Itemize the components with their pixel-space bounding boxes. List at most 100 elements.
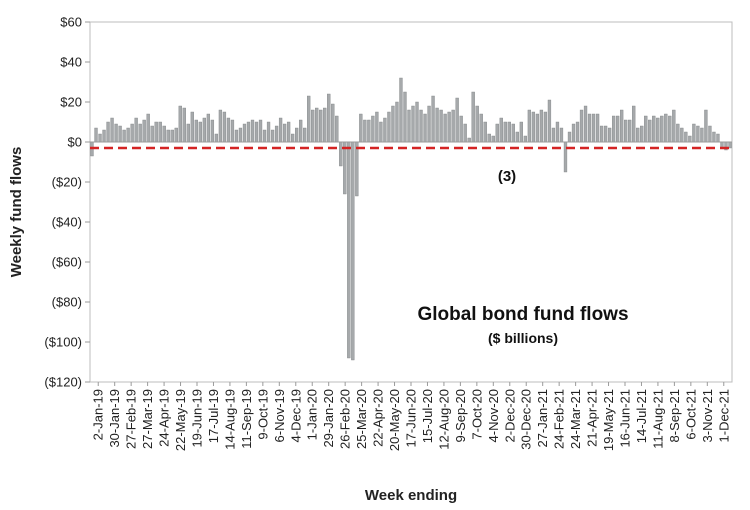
bar xyxy=(563,141,568,173)
bar xyxy=(712,131,716,143)
bar xyxy=(680,127,684,143)
bar xyxy=(688,135,692,143)
bar xyxy=(335,115,339,143)
bar xyxy=(475,105,479,143)
x-tick-label: 14-Jul-21 xyxy=(634,389,649,443)
bar xyxy=(491,135,495,143)
bar xyxy=(202,117,207,143)
bar xyxy=(439,109,443,143)
bar xyxy=(708,125,712,143)
bar xyxy=(98,133,102,143)
bar xyxy=(347,141,351,359)
bar xyxy=(644,115,648,143)
y-tick-label: $0 xyxy=(68,135,82,150)
bar xyxy=(395,101,399,143)
bar xyxy=(274,125,279,143)
bars-group xyxy=(90,77,732,361)
bar xyxy=(367,119,371,143)
bar xyxy=(126,127,130,143)
bar xyxy=(624,119,628,143)
bar xyxy=(303,127,307,143)
bar xyxy=(186,123,190,143)
y-tick-label: ($60) xyxy=(52,255,82,270)
x-tick-label: 14-Aug-19 xyxy=(222,389,237,450)
x-tick-label: 21-Apr-21 xyxy=(585,389,600,447)
bar xyxy=(371,115,375,143)
x-tick-label: 1-Jan-20 xyxy=(305,389,320,440)
bar xyxy=(435,107,439,143)
bar xyxy=(375,111,379,143)
x-tick-label: 11-Sep-19 xyxy=(239,389,254,449)
bar xyxy=(295,127,299,143)
chart-annotation-title: Global bond fund flows xyxy=(417,304,628,325)
bar xyxy=(246,121,251,143)
bar xyxy=(262,129,267,143)
bar xyxy=(182,107,186,143)
bar xyxy=(620,109,624,143)
y-tick-label: ($100) xyxy=(44,335,82,350)
bar xyxy=(411,105,415,143)
bar xyxy=(142,119,146,143)
bar xyxy=(355,141,359,197)
bar xyxy=(214,133,219,143)
bar xyxy=(230,119,235,143)
bar xyxy=(503,121,507,143)
x-tick-label: 24-Feb-21 xyxy=(552,389,567,449)
bar xyxy=(660,115,664,143)
bar xyxy=(527,109,532,143)
x-tick-label: 15-Jul-20 xyxy=(420,389,435,443)
bar xyxy=(700,127,704,143)
x-tick-label: 27-Jan-21 xyxy=(535,389,550,448)
bar xyxy=(174,127,178,143)
bar xyxy=(379,121,383,143)
bar xyxy=(427,105,431,143)
y-tick-label: $40 xyxy=(60,55,82,70)
bar xyxy=(122,129,126,143)
bar xyxy=(299,119,303,143)
x-tick-label: 27-Mar-19 xyxy=(140,389,155,449)
bar xyxy=(138,123,142,143)
bar xyxy=(258,119,263,143)
bar xyxy=(194,119,198,143)
x-tick-label: 19-Jun-19 xyxy=(190,389,205,448)
x-tick-label: 12-Aug-20 xyxy=(436,389,451,450)
bar xyxy=(359,113,363,143)
bar xyxy=(487,133,491,143)
x-tick-label: 27-Feb-19 xyxy=(124,389,139,449)
bar xyxy=(290,133,295,143)
bar xyxy=(696,125,700,143)
bar xyxy=(632,105,636,143)
x-tick-label: 7-Oct-20 xyxy=(469,389,484,440)
y-tick-label: ($120) xyxy=(44,375,82,390)
x-tick-label: 9-Sep-20 xyxy=(453,389,468,442)
bar xyxy=(451,109,455,143)
bar xyxy=(591,113,596,143)
x-axis-title: Week ending xyxy=(365,487,457,504)
bar xyxy=(463,123,467,143)
bar xyxy=(198,121,202,143)
bar xyxy=(319,109,323,143)
bar xyxy=(218,109,223,143)
bar xyxy=(415,101,419,143)
bar xyxy=(407,109,411,143)
x-tick-label: 3-Nov-21 xyxy=(700,389,715,442)
bar xyxy=(543,111,548,143)
x-tick-label: 17-Jul-19 xyxy=(206,389,221,443)
bar xyxy=(495,123,499,143)
bar xyxy=(331,103,335,143)
x-tick-label: 9-Oct-19 xyxy=(255,389,270,440)
y-tick-label: ($20) xyxy=(52,175,82,190)
y-tick-label: $20 xyxy=(60,95,82,110)
bar xyxy=(387,111,391,143)
bar xyxy=(551,127,556,143)
bar xyxy=(511,123,515,143)
bar xyxy=(419,109,423,143)
bar xyxy=(519,121,523,143)
bar xyxy=(628,119,632,143)
bar xyxy=(170,129,174,143)
bar xyxy=(648,119,652,143)
x-tick-label: 6-Oct-21 xyxy=(683,389,698,440)
x-tick-label: 4-Dec-19 xyxy=(288,389,303,442)
